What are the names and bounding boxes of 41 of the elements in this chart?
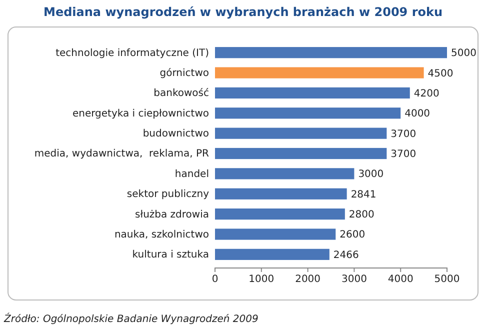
data-label: 2600 — [340, 230, 366, 241]
bar — [215, 108, 401, 119]
bar — [215, 208, 345, 220]
bar — [215, 188, 347, 200]
x-tick-label: 0 — [212, 274, 218, 286]
y-tick-label: handel — [174, 168, 209, 180]
x-tick-label: 1000 — [248, 274, 274, 286]
text: Źródło: Ogólnopolskie Badanie Wynagrodzeń 2009 — [3, 312, 258, 325]
bar — [215, 248, 330, 260]
bar — [215, 168, 354, 180]
y-tick-label: nauka, szkolnictwo — [114, 229, 209, 240]
bar — [215, 148, 387, 160]
data-label: 4200 — [414, 88, 440, 100]
data-label: 4500 — [428, 68, 454, 80]
data-label: 3700 — [390, 128, 416, 140]
y-tick-label: energetyka i ciepłownictwo — [72, 108, 209, 120]
chart-title: Mediana wynagrodzeń w wybranych branżach w 2009 roku — [44, 5, 442, 19]
x-tick-label: 4000 — [388, 274, 414, 286]
data-label: 5000 — [451, 48, 476, 60]
bar — [215, 228, 336, 240]
y-tick-label: sektor publiczny — [126, 189, 210, 200]
y-tick-label: budownictwo — [142, 128, 209, 140]
bar — [215, 67, 424, 78]
data-label: 3700 — [390, 149, 416, 160]
bar — [215, 87, 410, 98]
data-label: 2466 — [333, 250, 359, 261]
y-tick-label: kultura i sztuka — [132, 250, 209, 261]
data-label: 3000 — [358, 169, 384, 180]
data-label: 2841 — [350, 189, 376, 200]
bar — [215, 128, 387, 139]
bar — [215, 47, 447, 58]
x-tick-label: 3000 — [341, 274, 367, 286]
y-tick-label: technologie informatyczne (IT) — [56, 48, 210, 59]
x-tick-label: 5000 — [434, 274, 460, 286]
data-label: 4000 — [404, 108, 430, 120]
y-tick-label: służba zdrowia — [135, 209, 209, 220]
x-tick-label: 2000 — [295, 274, 321, 286]
y-tick-label: media, wydawnictwa, reklama, PR — [34, 148, 210, 160]
y-tick-label: górnictwo — [160, 68, 209, 79]
data-label: 2800 — [348, 210, 374, 221]
y-tick-label: bankowość — [154, 87, 209, 100]
